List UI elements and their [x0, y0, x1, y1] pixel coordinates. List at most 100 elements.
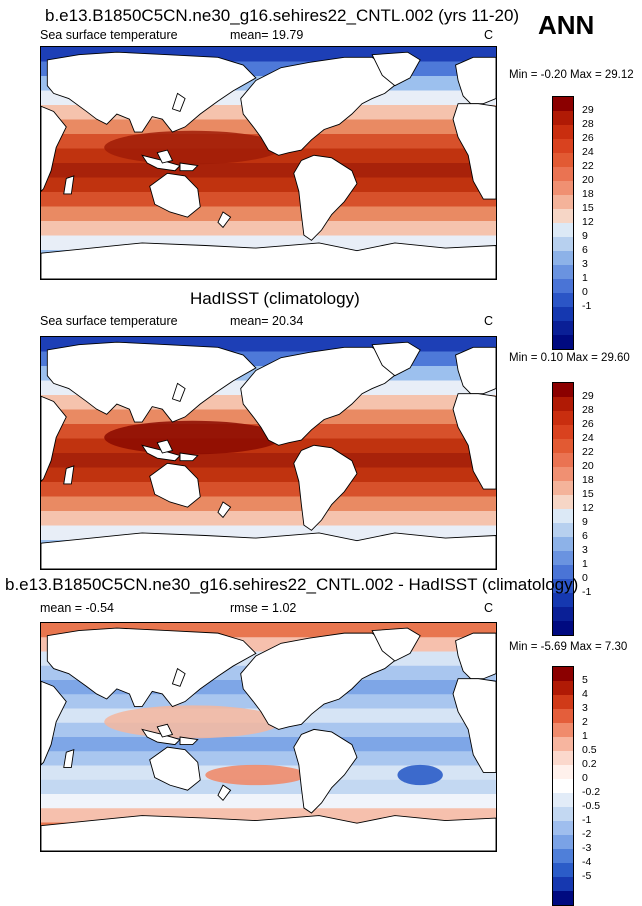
colorbar-swatch	[553, 779, 573, 793]
colorbar-tick-label: -0.5	[582, 800, 601, 812]
colorbar-tick-label: -1	[582, 814, 592, 826]
land-australia	[150, 747, 201, 790]
land-borneo	[157, 150, 172, 163]
land-antarctica	[41, 243, 496, 279]
anomaly-region	[205, 764, 307, 786]
colorbar-tick-label: -5	[582, 870, 592, 882]
land-newguinea	[180, 163, 198, 171]
land-newzealand	[218, 502, 231, 517]
land-japan	[172, 93, 185, 111]
sst-contour-band	[41, 751, 496, 767]
colorbar-tick-label: 1	[582, 558, 588, 570]
sst-contour-band	[41, 467, 496, 483]
land-eurasia	[47, 628, 256, 707]
sst-diff-map	[40, 622, 497, 852]
colorbar-swatch	[553, 863, 573, 877]
sst-contour-band	[41, 221, 496, 237]
variable-label: Sea surface temperature	[40, 314, 178, 328]
land-borneo	[157, 724, 172, 737]
land-australia	[150, 463, 201, 507]
colorbar-swatch	[553, 383, 573, 397]
colorbar-swatch	[553, 209, 573, 223]
land-eurasia	[47, 52, 256, 132]
colorbar-swatch	[553, 481, 573, 495]
colorbar-tick-label: -4	[582, 856, 592, 868]
land-greenland	[372, 342, 420, 376]
colorbar	[552, 96, 574, 350]
colorbar-swatch	[553, 565, 573, 579]
map-canvas	[41, 47, 496, 279]
colorbar-tick-label: 0.2	[582, 758, 597, 770]
land-japan	[172, 383, 185, 401]
sst-contour-band	[41, 192, 496, 208]
colorbar-swatch	[553, 681, 573, 695]
land-americas-south	[294, 155, 357, 240]
land-africa-west	[453, 679, 496, 773]
map-canvas	[41, 623, 496, 851]
land-americas-north	[241, 57, 398, 155]
colorbar-swatch	[553, 509, 573, 523]
land-africa-east	[41, 396, 66, 481]
land-europe	[456, 633, 496, 679]
colorbar-tick-label: -1	[582, 586, 592, 598]
panel-title: HadISST (climatology)	[190, 289, 360, 308]
sst-contour-band	[41, 779, 496, 795]
sst-contour-band	[41, 163, 496, 179]
sst-map	[40, 336, 497, 570]
sst-map	[40, 46, 497, 280]
sst-contour-band	[41, 737, 496, 753]
land-africa-west	[453, 104, 496, 199]
colorbar	[552, 382, 574, 636]
colorbar-tick-label: 9	[582, 230, 588, 242]
land-americas-south	[294, 729, 357, 813]
colorbar-tick-label: -2	[582, 828, 592, 840]
colorbar-swatch	[553, 467, 573, 481]
colorbar-tick-label: 26	[582, 132, 594, 144]
rmse-label: rmse = 1.02	[230, 601, 297, 615]
land-americas-north	[241, 347, 398, 445]
colorbar-swatch	[553, 709, 573, 723]
colorbar-tick-label: 12	[582, 502, 594, 514]
colorbar-swatch	[553, 737, 573, 751]
sst-contour-band	[41, 177, 496, 193]
colorbar-swatch	[553, 891, 573, 905]
land-madagascar	[64, 750, 74, 768]
colorbar-swatch	[553, 723, 573, 737]
land-europe	[456, 57, 496, 103]
colorbar-swatch	[553, 293, 573, 307]
land-newzealand	[218, 212, 231, 227]
minmax-label: Min = -0.20 Max = 29.12	[509, 69, 634, 81]
colorbar-tick-label: 0	[582, 286, 588, 298]
colorbar-swatch	[553, 181, 573, 195]
season-label: ANN	[538, 10, 595, 40]
colorbar-tick-label: 18	[582, 188, 594, 200]
colorbar-tick-label: 0	[582, 572, 588, 584]
land-newzealand	[218, 785, 231, 800]
land-madagascar	[64, 466, 74, 484]
land-greenland	[372, 628, 420, 661]
sst-contour-band	[41, 511, 496, 527]
land-europe	[456, 347, 496, 393]
minmax-label: Min = -5.69 Max = 7.30	[509, 641, 628, 653]
colorbar-tick-label: 0.5	[582, 744, 597, 756]
colorbar-swatch	[553, 307, 573, 321]
mean-label: mean= 19.79	[230, 28, 304, 42]
colorbar-swatch	[553, 453, 573, 467]
colorbar-swatch	[553, 251, 573, 265]
sst-contour-band	[41, 206, 496, 222]
colorbar-tick-label: 15	[582, 202, 594, 214]
colorbar-swatch	[553, 495, 573, 509]
minmax-label: Min = 0.10 Max = 29.60	[509, 352, 630, 364]
colorbar-swatch	[553, 765, 573, 779]
colorbar-tick-label: 15	[582, 488, 594, 500]
colorbar-tick-label: 29	[582, 104, 594, 116]
colorbar-tick-label: 26	[582, 418, 594, 430]
colorbar-swatch	[553, 265, 573, 279]
land-africa-east	[41, 681, 66, 765]
colorbar-tick-label: 5	[582, 674, 588, 686]
colorbar-tick-label: 12	[582, 216, 594, 228]
colorbar-swatch	[553, 153, 573, 167]
colorbar-swatch	[553, 397, 573, 411]
colorbar-tick-label: -1	[582, 300, 592, 312]
colorbar	[552, 666, 574, 906]
